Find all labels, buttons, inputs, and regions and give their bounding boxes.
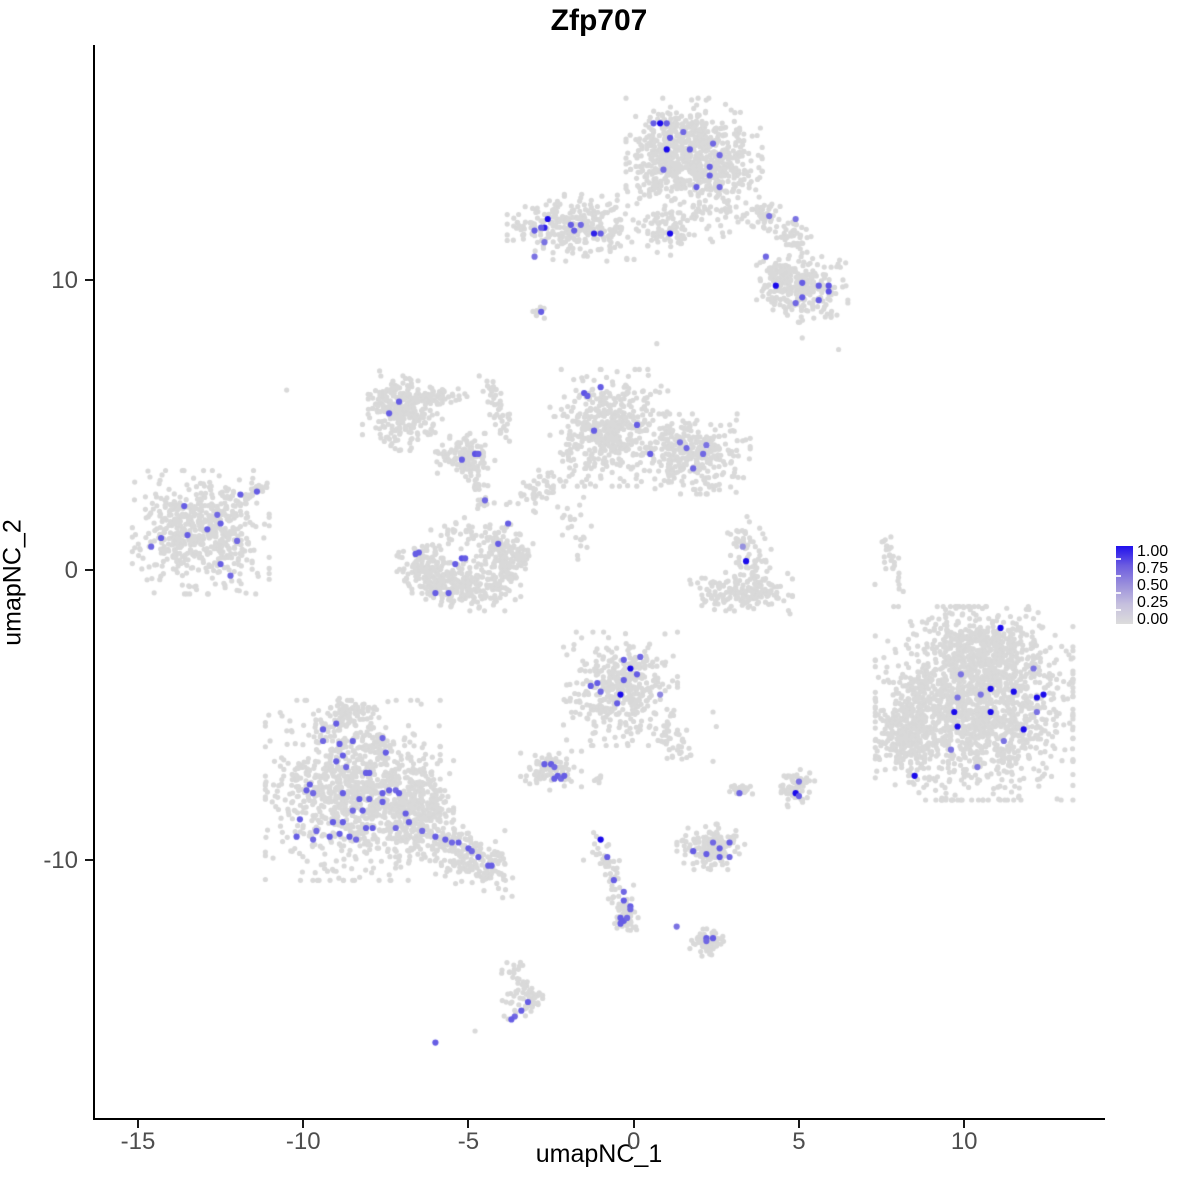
legend-tick-mark — [1116, 558, 1121, 560]
y-tick-label: 10 — [51, 266, 78, 294]
legend-tick-mark — [1116, 575, 1121, 577]
legend-label: 0.50 — [1137, 577, 1169, 594]
legend-tick-mark — [1116, 626, 1121, 628]
x-tick-mark — [467, 1120, 470, 1128]
legend-tick-mark — [1116, 592, 1121, 594]
y-tick-mark — [85, 278, 93, 281]
legend-label: 1.00 — [1137, 543, 1169, 560]
expression-legend: 1.00 0.75 0.50 0.25 0.00 — [1110, 538, 1200, 638]
legend-tick-mark — [1116, 609, 1121, 611]
legend-label: 0.00 — [1137, 611, 1169, 628]
legend-label: 0.25 — [1137, 594, 1169, 611]
y-tick-label: -10 — [43, 846, 78, 874]
y-axis-line — [93, 45, 95, 1120]
x-tick-mark — [136, 1120, 139, 1128]
y-tick-mark — [85, 568, 93, 571]
legend-gradient-bar — [1116, 546, 1133, 628]
x-axis-line — [93, 1118, 1105, 1120]
x-tick-mark — [963, 1120, 966, 1128]
x-tick-mark — [302, 1120, 305, 1128]
x-axis-label: umapNC_1 — [535, 1140, 663, 1168]
y-tick-label: 0 — [64, 556, 78, 584]
y-tick-mark — [85, 858, 93, 861]
page-title: Zfp707 — [550, 4, 648, 37]
x-tick-label: -5 — [457, 1128, 480, 1155]
legend-label: 0.75 — [1137, 560, 1169, 577]
x-tick-mark — [797, 1120, 800, 1128]
x-tick-label: -15 — [120, 1128, 156, 1155]
x-tick-mark — [632, 1120, 635, 1128]
x-tick-label: 10 — [950, 1128, 978, 1155]
x-tick-label: -10 — [285, 1128, 321, 1155]
x-tick-label: 5 — [792, 1128, 806, 1155]
x-tick-label: 0 — [627, 1128, 641, 1155]
umap-scatter-canvas — [95, 45, 1103, 1118]
